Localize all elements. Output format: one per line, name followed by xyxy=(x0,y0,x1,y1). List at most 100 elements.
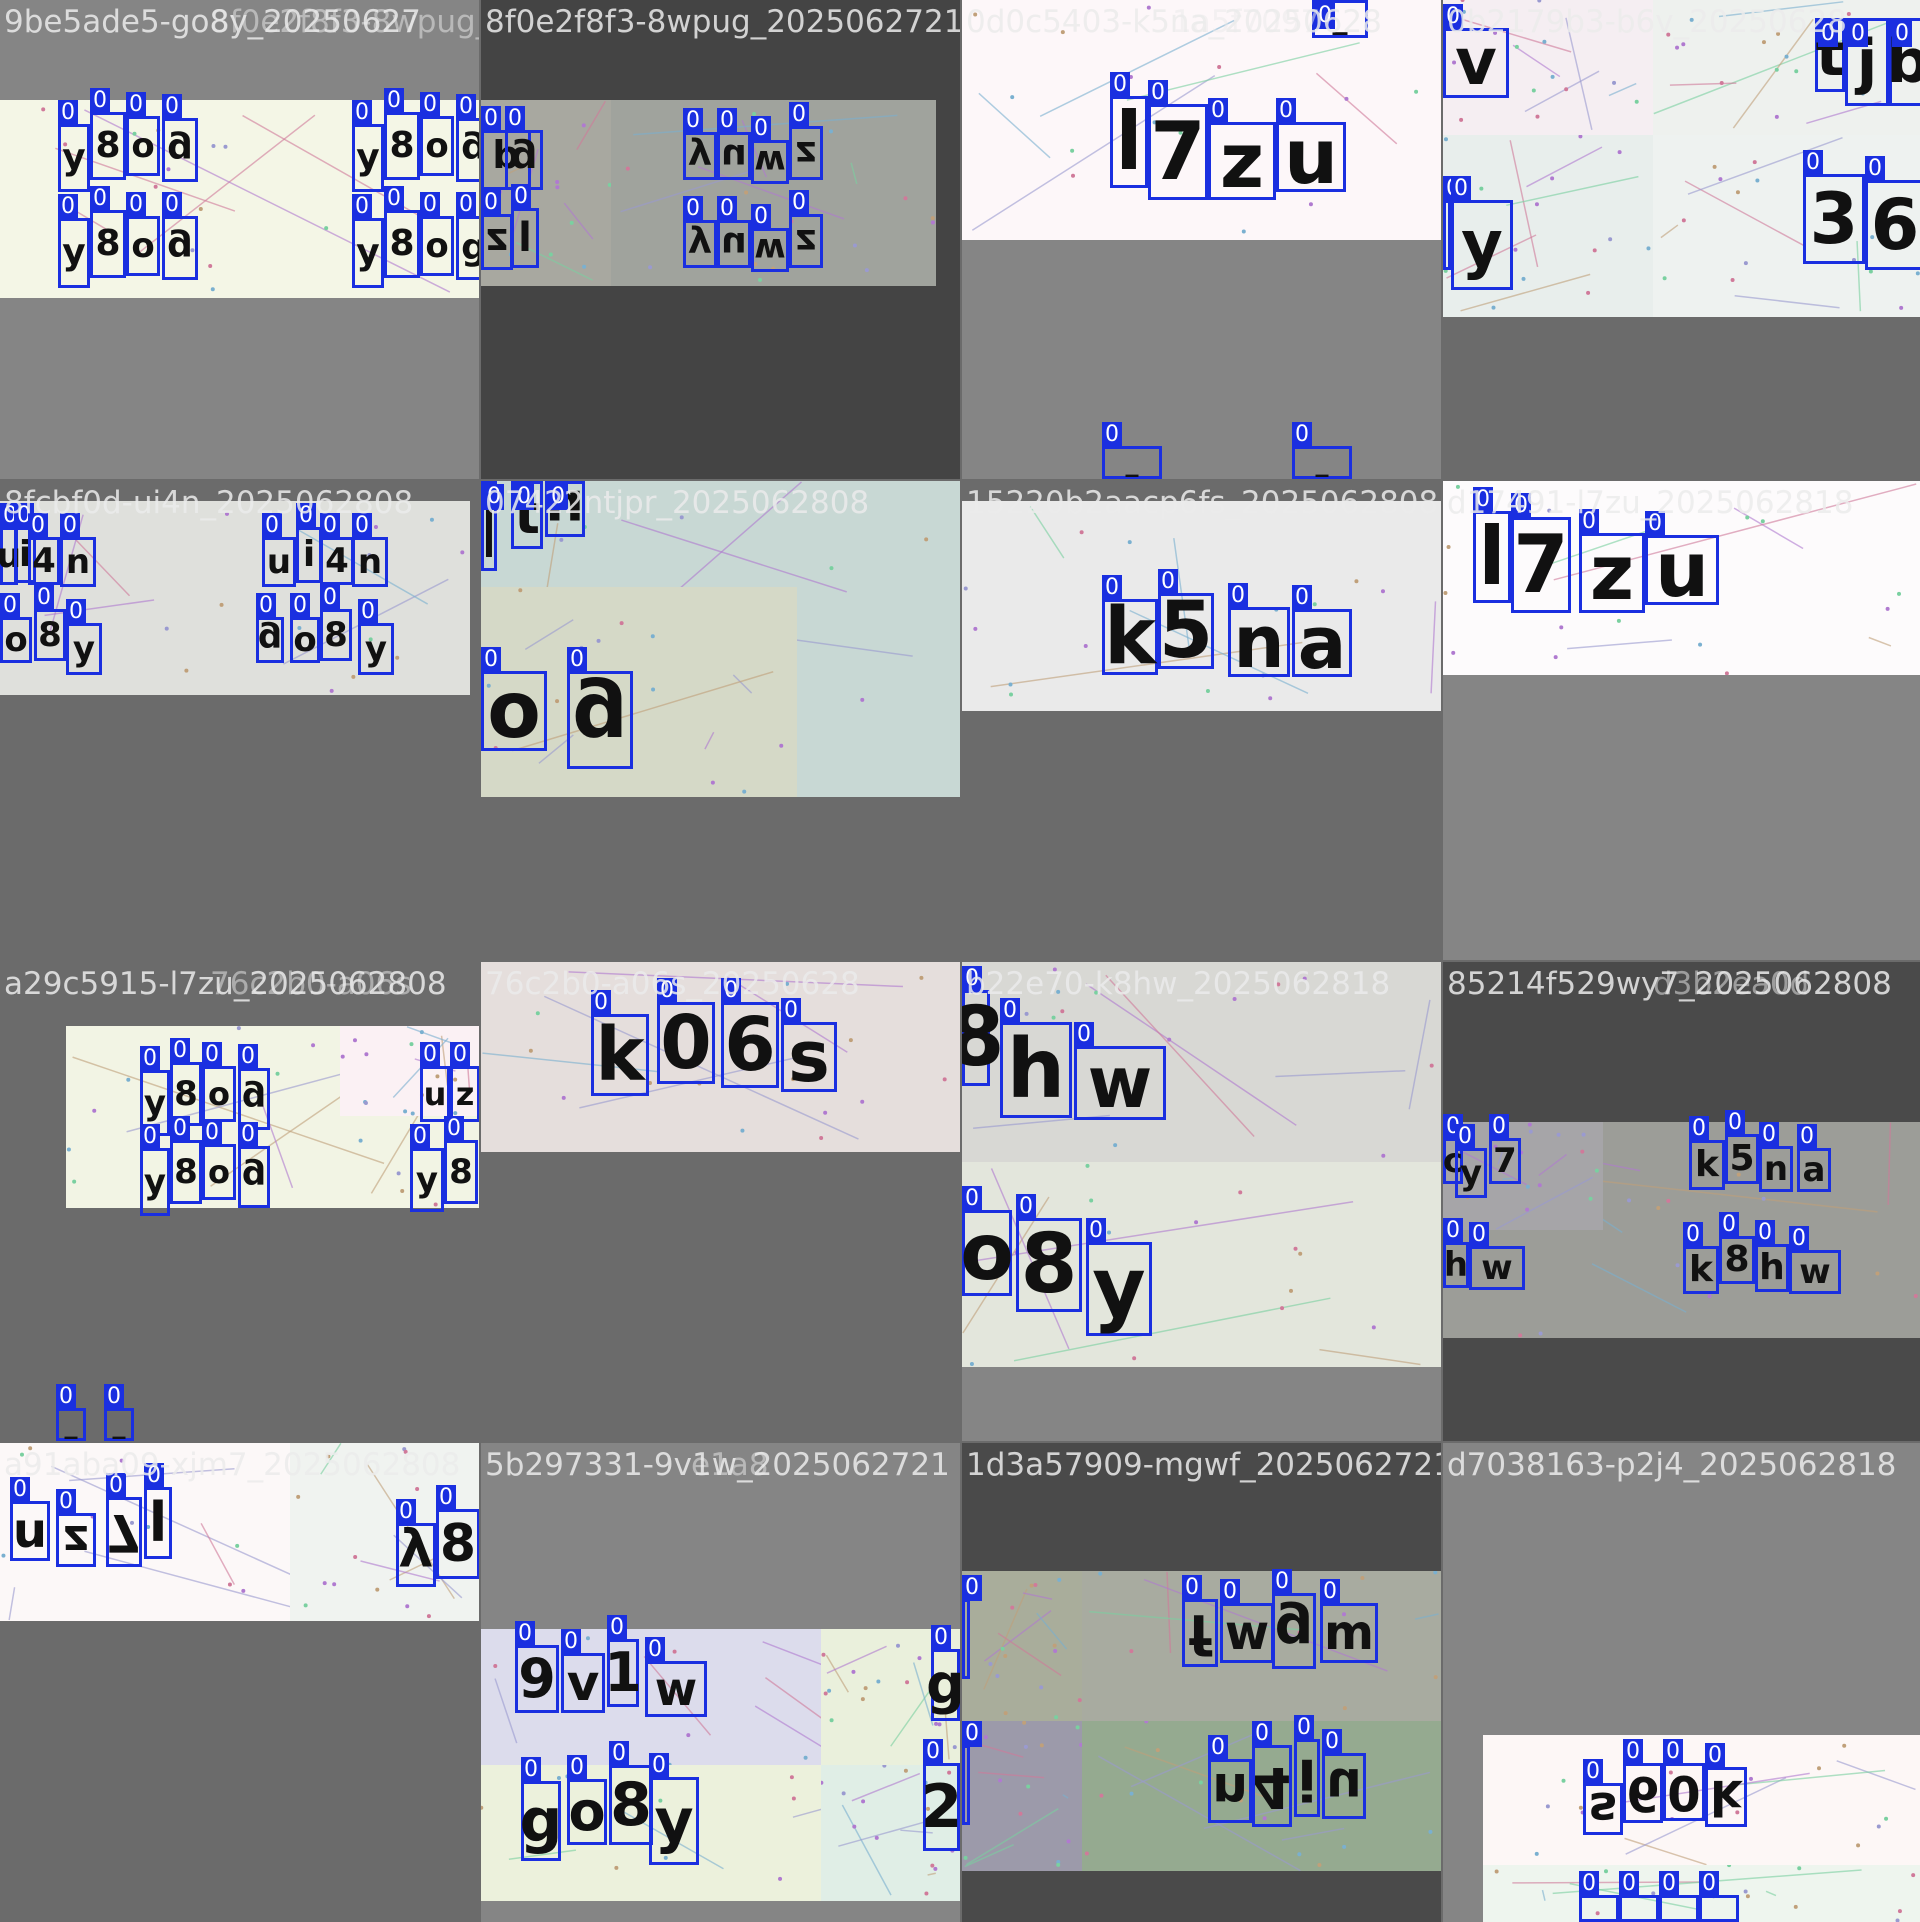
noise-dot xyxy=(1056,989,1061,994)
noise-dot xyxy=(1380,589,1385,594)
class-label-badge: 0 xyxy=(683,196,703,222)
noise-dot xyxy=(358,1138,363,1143)
noise-dot xyxy=(1774,114,1779,119)
detected-character: g xyxy=(241,1079,267,1119)
noise-dot xyxy=(1617,150,1622,155)
noise-dot xyxy=(460,550,465,555)
detected-character: n xyxy=(1233,600,1285,684)
class-label-badge: 0 xyxy=(1797,1124,1817,1150)
noise-dot xyxy=(1594,1168,1599,1173)
noise-dot xyxy=(1060,1009,1065,1014)
noise-line xyxy=(643,1655,712,1736)
noise-dot xyxy=(1860,91,1865,96)
detected-character: 0 xyxy=(1667,1764,1701,1820)
noise-dot xyxy=(672,1649,677,1654)
detected-character: _ xyxy=(1125,447,1139,478)
class-label-badge: 0 xyxy=(1789,1226,1809,1252)
noise-line xyxy=(978,1771,1045,1779)
noise-dot xyxy=(1651,1891,1656,1896)
class-label-badge: 0 xyxy=(1110,72,1130,98)
class-label-badge: 0 xyxy=(962,1721,982,1747)
noise-dot xyxy=(1525,1207,1530,1212)
noise-dot xyxy=(1443,137,1448,142)
detected-character: 8 xyxy=(1020,1217,1078,1312)
detection-box: 0 xyxy=(1443,176,1463,270)
noise-dot xyxy=(1056,1862,1061,1867)
noise-dot xyxy=(1079,1742,1082,1747)
noise-dot xyxy=(1537,1183,1542,1188)
noise-dot xyxy=(1514,44,1519,49)
noise-dot xyxy=(1178,130,1183,135)
noise-line xyxy=(984,1610,1052,1662)
detected-character: y xyxy=(415,1160,439,1200)
noise-dot xyxy=(1238,1798,1243,1803)
noise-line xyxy=(563,202,594,240)
noise-dot xyxy=(1743,261,1748,266)
noise-dot xyxy=(1761,1196,1766,1201)
class-label-badge: 0 xyxy=(202,1120,222,1146)
noise-dot xyxy=(1712,164,1717,169)
noise-dot xyxy=(1455,484,1460,489)
detected-character: 6 xyxy=(1870,184,1920,266)
noise-dot xyxy=(1735,190,1740,195)
tile-filename-overlay: 8f0e2f8f3-8wpug_2025062721 xyxy=(210,4,479,40)
detected-character: k xyxy=(595,1012,645,1098)
class-label-badge: 0 xyxy=(481,190,501,216)
noise-dot xyxy=(395,655,400,660)
noise-dot xyxy=(903,1768,908,1773)
noise-dot xyxy=(1262,1816,1267,1821)
class-label-badge: 0 xyxy=(609,1741,629,1767)
noise-dot xyxy=(1297,1630,1302,1635)
noise-dot xyxy=(1129,1649,1134,1654)
class-label-badge: 0 xyxy=(789,102,809,128)
noise-dot xyxy=(153,184,158,189)
detected-character: y xyxy=(143,1162,167,1202)
detected-character: s xyxy=(788,1016,830,1098)
noise-dot xyxy=(92,1108,97,1113)
noise-dot xyxy=(1194,1220,1199,1225)
class-label-badge: 0 xyxy=(1252,1721,1272,1747)
noise-dot xyxy=(1000,1646,1005,1651)
mosaic-tile: u 0 z 0 7 0 l 0 y 0 8 0 a91aba09-xjm7_2025062808 xyxy=(0,1443,479,1922)
noise-line xyxy=(1669,82,1737,86)
class-label-badge: 0 xyxy=(1803,150,1823,176)
detected-character: g xyxy=(241,1157,267,1197)
noise-dot xyxy=(1913,1293,1918,1298)
detected-character: _ xyxy=(1315,447,1329,478)
noise-dot xyxy=(1009,692,1014,697)
noise-line xyxy=(1460,273,1591,312)
noise-dot xyxy=(367,553,372,558)
class-label-badge: 0 xyxy=(591,990,611,1016)
noise-line xyxy=(1039,19,1235,118)
class-label-badge: 0 xyxy=(296,503,316,529)
noise-line xyxy=(72,1056,385,1165)
noise-line xyxy=(1029,506,1065,559)
class-label-badge: 0 xyxy=(1689,1116,1709,1142)
mosaic-tile: p 0 g 0 z 0 l 0 y 0 u 0 w 0 z 0 y 0 u 0 w 0 z 0 8f0e2f8f3-8wpug_… xyxy=(481,0,960,479)
noise-line xyxy=(1601,1162,1641,1172)
noise-dot xyxy=(555,180,560,185)
detected-character: 6 xyxy=(724,1002,776,1088)
detected-character: y xyxy=(356,137,380,178)
noise-line xyxy=(1538,1153,1567,1177)
noise-dot xyxy=(410,1111,415,1116)
detected-character: k xyxy=(1104,592,1156,682)
